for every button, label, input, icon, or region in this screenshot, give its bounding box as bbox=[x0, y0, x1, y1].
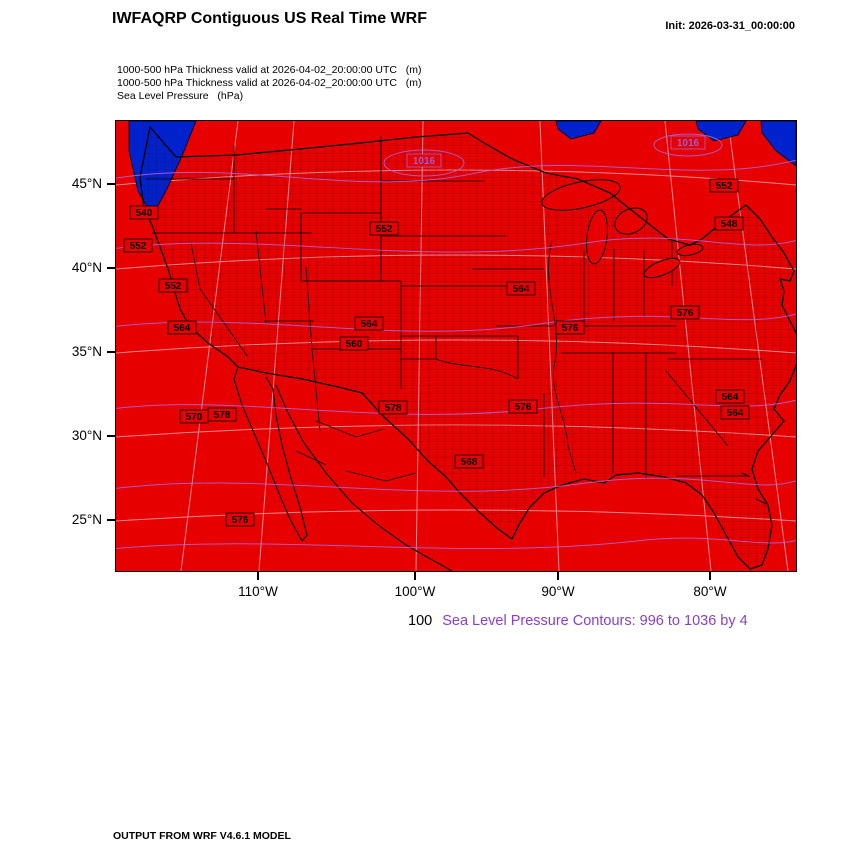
subtitle-slp: Sea Level Pressure (hPa) bbox=[117, 90, 244, 102]
thickness-label: 552 bbox=[123, 238, 153, 253]
pressure-label: 1016 bbox=[406, 153, 442, 168]
lake-michigan bbox=[586, 209, 608, 265]
y-label-45n: 45°N bbox=[71, 176, 102, 191]
svg-text:1016: 1016 bbox=[677, 138, 700, 149]
y-tick-30n bbox=[107, 435, 115, 437]
svg-text:568: 568 bbox=[461, 457, 478, 468]
svg-text:552: 552 bbox=[165, 281, 182, 292]
x-label-110w: 110°W bbox=[238, 584, 278, 599]
svg-text:564: 564 bbox=[361, 319, 378, 330]
svg-text:564: 564 bbox=[513, 284, 530, 295]
thickness-label: 570 bbox=[179, 409, 209, 424]
svg-text:576: 576 bbox=[232, 515, 249, 526]
x-tick-80w bbox=[709, 572, 711, 580]
contour-legend: 100 Sea Level Pressure Contours: 996 to 1… bbox=[408, 613, 748, 629]
thickness-label: 540 bbox=[129, 205, 159, 220]
y-tick-45n bbox=[107, 183, 115, 185]
init-timestamp: Init: 2026-03-31_00:00:00 bbox=[665, 20, 795, 32]
lake-erie bbox=[643, 257, 681, 279]
svg-text:552: 552 bbox=[376, 224, 393, 235]
map-plot-area: 540 552 552 564 552 564 560 578 570 578 … bbox=[115, 120, 797, 572]
subtitle-thickness-1: 1000-500 hPa Thickness valid at 2026-04-… bbox=[117, 64, 422, 76]
lake-huron bbox=[614, 207, 648, 235]
thickness-label: 576 bbox=[555, 320, 585, 335]
svg-text:1016: 1016 bbox=[413, 156, 436, 167]
svg-text:578: 578 bbox=[385, 403, 402, 414]
great-lakes bbox=[541, 179, 704, 279]
thickness-label: 552 bbox=[369, 221, 399, 236]
thickness-label: 564 bbox=[715, 389, 745, 404]
county-boundaries-texture bbox=[140, 127, 796, 569]
footer-model-line: OUTPUT FROM WRF V4.6.1 MODEL bbox=[113, 830, 291, 842]
x-tick-110w bbox=[257, 572, 259, 580]
y-label-30n: 30°N bbox=[71, 428, 102, 443]
thickness-label: 578 bbox=[207, 407, 237, 422]
x-tick-90w bbox=[557, 572, 559, 580]
y-tick-40n bbox=[107, 267, 115, 269]
legend-prefix: 100 bbox=[408, 613, 433, 629]
svg-text:552: 552 bbox=[716, 181, 733, 192]
thickness-label: 578 bbox=[378, 400, 408, 415]
x-label-80w: 80°W bbox=[693, 584, 727, 599]
subtitle-thickness-2: 1000-500 hPa Thickness valid at 2026-04-… bbox=[117, 77, 422, 89]
map-canvas: 540 552 552 564 552 564 560 578 570 578 … bbox=[116, 121, 796, 571]
legend-text: Sea Level Pressure Contours: 996 to 1036… bbox=[442, 613, 748, 629]
thickness-label: 576 bbox=[508, 399, 538, 414]
svg-text:560: 560 bbox=[346, 339, 363, 350]
x-label-90w: 90°W bbox=[541, 584, 575, 599]
thickness-label: 548 bbox=[714, 216, 744, 231]
thickness-contour-labels: 540 552 552 564 552 564 560 578 570 578 … bbox=[123, 178, 750, 527]
svg-text:564: 564 bbox=[174, 323, 191, 334]
thickness-label: 568 bbox=[454, 454, 484, 469]
thickness-label: 552 bbox=[158, 278, 188, 293]
mexico-coastlines bbox=[233, 366, 453, 571]
thickness-label: 564 bbox=[167, 320, 197, 335]
svg-text:548: 548 bbox=[721, 219, 738, 230]
svg-text:564: 564 bbox=[722, 392, 739, 403]
state-borders bbox=[146, 136, 762, 479]
us-coastline bbox=[139, 125, 796, 570]
thickness-label: 576 bbox=[225, 512, 255, 527]
thickness-label: 576 bbox=[670, 305, 700, 320]
page-title: IWFAQRP Contiguous US Real Time WRF bbox=[112, 10, 427, 27]
pressure-contour-labels: 1016 1016 bbox=[406, 135, 706, 168]
svg-text:576: 576 bbox=[562, 323, 579, 334]
x-label-100w: 100°W bbox=[394, 584, 436, 599]
y-tick-35n bbox=[107, 351, 115, 353]
svg-text:552: 552 bbox=[130, 241, 147, 252]
svg-text:576: 576 bbox=[515, 402, 532, 413]
islands bbox=[741, 472, 767, 505]
svg-text:576: 576 bbox=[677, 308, 694, 319]
svg-text:570: 570 bbox=[186, 412, 203, 423]
y-tick-25n bbox=[107, 519, 115, 521]
x-tick-100w bbox=[414, 572, 416, 580]
thickness-label: 564 bbox=[720, 405, 750, 420]
thickness-label: 564 bbox=[354, 316, 384, 331]
thickness-label: 552 bbox=[709, 178, 739, 193]
svg-text:540: 540 bbox=[136, 208, 153, 219]
lake-superior bbox=[541, 179, 621, 211]
y-label-35n: 35°N bbox=[71, 344, 102, 359]
pressure-label: 1016 bbox=[670, 135, 706, 150]
y-label-25n: 25°N bbox=[71, 512, 102, 527]
svg-text:564: 564 bbox=[727, 408, 744, 419]
thickness-label: 560 bbox=[339, 336, 369, 351]
model-footer: OUTPUT FROM WRF V4.6.1 MODEL WE = 580 ; … bbox=[113, 803, 541, 850]
y-label-40n: 40°N bbox=[71, 260, 102, 275]
svg-text:578: 578 bbox=[214, 410, 231, 421]
thickness-label: 564 bbox=[506, 281, 536, 296]
